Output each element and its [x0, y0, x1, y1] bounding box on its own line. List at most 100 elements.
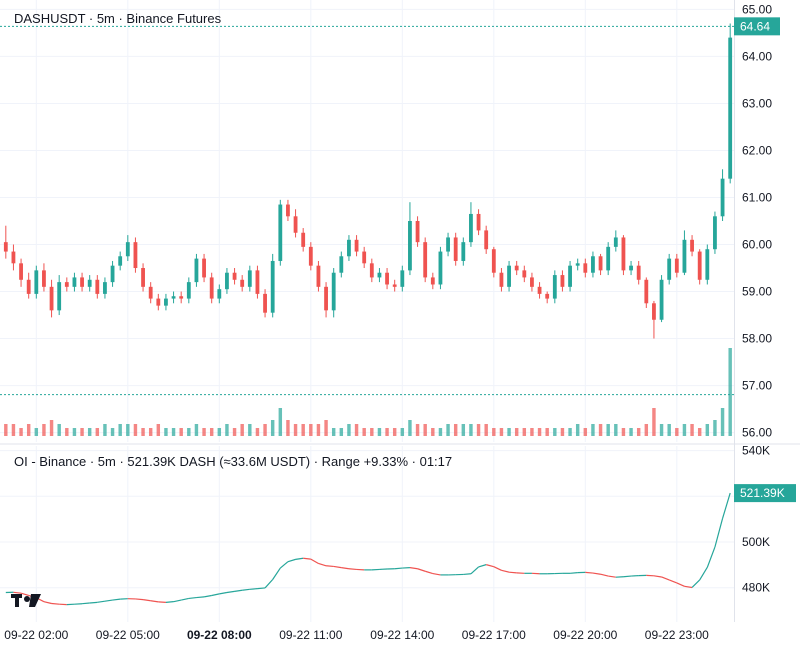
- candle-body: [644, 279, 649, 304]
- volume-bar: [530, 428, 534, 436]
- candle-body: [514, 265, 519, 271]
- candle-body: [591, 256, 595, 273]
- candle-body: [408, 221, 412, 271]
- candle-body: [415, 221, 420, 243]
- candle-body: [621, 237, 626, 271]
- oi-segment: [287, 558, 296, 563]
- candle-body: [385, 272, 389, 285]
- volume-bar: [133, 424, 138, 436]
- oi-segment: [706, 546, 716, 568]
- candle-body: [728, 37, 733, 179]
- oi-segment: [714, 518, 724, 548]
- volume-bar: [484, 424, 488, 436]
- oi-segment: [188, 596, 197, 600]
- candle-body: [690, 239, 694, 252]
- candle-body: [629, 265, 633, 271]
- candle-body: [453, 237, 458, 261]
- oi-segment: [676, 582, 685, 587]
- volume-bar: [354, 424, 359, 436]
- volume-bar: [629, 428, 633, 436]
- volume-bar: [4, 424, 8, 436]
- volume-bar: [545, 428, 549, 436]
- oi-segment: [135, 598, 144, 601]
- volume-bar: [560, 428, 565, 436]
- oi-segment: [142, 599, 151, 602]
- volume-bar: [598, 424, 603, 436]
- candle-body: [652, 303, 656, 320]
- candle-body: [545, 293, 550, 299]
- oi-segment: [470, 566, 479, 575]
- candle-body: [3, 242, 8, 252]
- candle-body: [720, 178, 725, 217]
- volume-bar: [492, 428, 496, 436]
- candle-body: [446, 237, 450, 252]
- candle-body: [34, 270, 39, 294]
- candle-body: [682, 239, 687, 273]
- time-tick-label: 09-22 11:00: [279, 628, 342, 642]
- candle-body: [202, 258, 206, 278]
- candle-body: [667, 258, 672, 280]
- oi-segment: [211, 593, 220, 597]
- oi-segment: [333, 565, 342, 569]
- candle-body: [491, 249, 496, 273]
- oi-segment: [394, 567, 403, 570]
- volume-bar: [583, 428, 588, 436]
- candle-body: [530, 277, 534, 287]
- candle-body: [263, 293, 267, 313]
- candle-body: [713, 216, 717, 250]
- candle-body: [583, 263, 588, 273]
- candle-body: [225, 272, 229, 290]
- volume-bar: [164, 428, 168, 436]
- oi-segment: [279, 561, 289, 569]
- price-tick-label: 65.00: [742, 2, 772, 16]
- oi-segment: [684, 585, 693, 589]
- volume-bar: [148, 428, 153, 436]
- oi-segment: [623, 575, 632, 578]
- volume-bar: [263, 424, 267, 436]
- volume-bar: [255, 428, 260, 436]
- candle-body: [362, 251, 367, 264]
- volume-bar: [34, 428, 39, 436]
- oi-segment: [82, 602, 90, 605]
- volume-bar: [49, 420, 54, 436]
- candle-body: [87, 279, 92, 287]
- price-tick-label: 63.00: [742, 96, 772, 110]
- volume-bar: [591, 424, 595, 436]
- volume-bar: [537, 428, 542, 436]
- candle-body: [125, 242, 130, 257]
- oi-segment: [600, 573, 609, 577]
- price-tick-label: 62.00: [742, 143, 772, 157]
- oi-segment: [295, 557, 304, 560]
- volume-bar: [217, 428, 222, 436]
- time-tick-label: 09-22 05:00: [96, 628, 160, 642]
- candle-body: [255, 270, 260, 294]
- volume-bar: [667, 424, 671, 436]
- volume-bar: [476, 424, 481, 436]
- volume-bar: [80, 428, 84, 436]
- candle-body: [49, 286, 54, 311]
- candle-body: [339, 256, 344, 273]
- candle-body: [552, 275, 557, 299]
- volume-bar: [286, 420, 290, 436]
- price-tick-label: 58.00: [742, 332, 772, 346]
- volume-bar: [118, 424, 122, 436]
- price-candles: [3, 23, 733, 339]
- candle-body: [606, 246, 611, 271]
- candle-body: [19, 263, 23, 280]
- volume-bar: [126, 424, 130, 436]
- candle-body: [369, 263, 374, 278]
- oi-segment: [310, 558, 319, 565]
- oi-segment: [409, 567, 418, 570]
- oi-segment: [585, 571, 593, 574]
- volume-bar: [339, 428, 344, 436]
- volume-bar: [606, 424, 610, 436]
- volume-bar: [682, 424, 687, 436]
- candle-body: [141, 268, 145, 287]
- candle-body: [659, 279, 664, 320]
- volume-bar: [499, 428, 504, 436]
- volume-bar: [568, 428, 572, 436]
- oi-tick-label: 540K: [742, 444, 770, 458]
- candle-body: [57, 282, 62, 311]
- candle-body: [278, 204, 283, 261]
- oi-segment: [203, 594, 212, 598]
